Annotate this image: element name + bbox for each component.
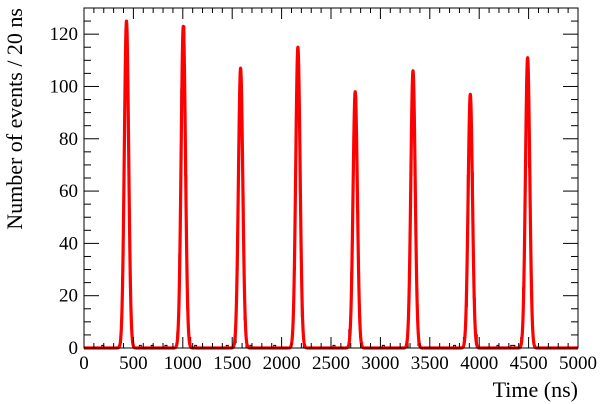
fit-pulse-4 — [285, 45, 311, 350]
fit-pulse-5 — [342, 90, 368, 350]
plot-area — [84, 19, 578, 350]
histogram-series — [84, 23, 578, 349]
x-tick-label: 500 — [119, 353, 148, 374]
axis-tick-labels: 0 500 1000 1500 2000 2500 3000 3500 4000 4500 5000… — [50, 24, 598, 374]
fit-pulse-8 — [515, 56, 540, 350]
x-tick-label: 5000 — [559, 353, 597, 374]
y-tick-label: 20 — [59, 286, 78, 307]
y-tick-label: 100 — [50, 76, 79, 97]
y-tick-label: 80 — [59, 129, 78, 150]
x-tick-label: 2500 — [312, 353, 350, 374]
x-tick-label: 3000 — [361, 353, 399, 374]
y-tick-label: 60 — [59, 181, 78, 202]
fit-pulse-6 — [400, 69, 426, 350]
x-tick-label: 4500 — [510, 353, 548, 374]
plot-frame — [83, 7, 579, 349]
x-tick-label: 1500 — [213, 353, 251, 374]
y-tick-label: 0 — [69, 338, 79, 359]
x-tick-label: 1000 — [164, 353, 202, 374]
x-axis-label: Time (ns) — [493, 377, 578, 402]
y-tick-label: 40 — [59, 233, 78, 254]
y-axis-label: Number of events / 20 ns — [2, 8, 27, 230]
axis-ticks — [83, 7, 579, 349]
x-tick-label: 4000 — [460, 353, 498, 374]
fit-pulse-1 — [114, 19, 139, 350]
fit-pulse-7 — [458, 92, 483, 350]
y-tick-label: 120 — [50, 24, 79, 45]
fit-pulse-3 — [228, 66, 253, 350]
x-tick-label: 0 — [79, 353, 89, 374]
fit-pulse-2 — [171, 24, 196, 350]
x-tick-label: 2000 — [263, 353, 301, 374]
x-tick-label: 3500 — [411, 353, 449, 374]
